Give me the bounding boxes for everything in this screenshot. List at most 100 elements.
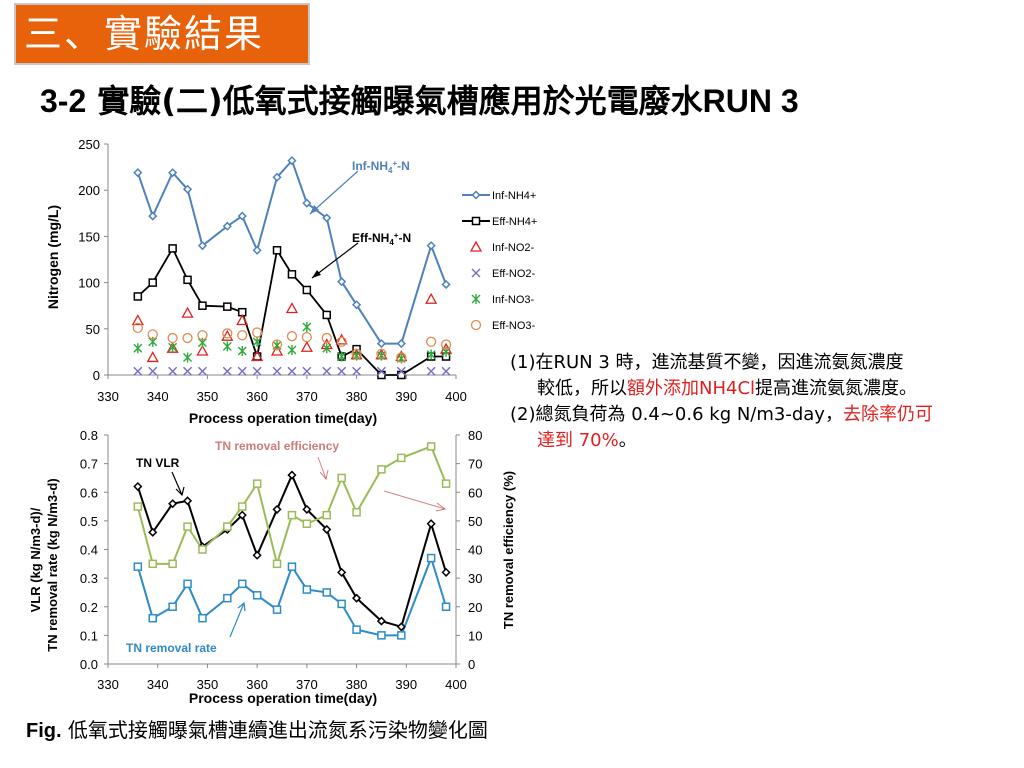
chart2-y-tick-label-right: 0	[468, 657, 475, 672]
point-tn-removal-rate	[287, 562, 297, 571]
point-inf-nh4	[322, 213, 332, 223]
legend-label-inf-no3: Inf-NO3-	[492, 294, 535, 306]
point-eff-no2	[426, 366, 436, 376]
point-eff-no2	[237, 366, 247, 376]
note-1-line-2a: 較低，所以	[537, 378, 627, 399]
point-eff-no2	[197, 366, 207, 376]
title-suffix: RUN 3	[702, 83, 799, 119]
point-tn-removal-efficiency	[133, 502, 143, 511]
point-tn-vlr	[287, 470, 297, 480]
chart2-y-axis-label-right: TN removal efficiency (%)	[501, 471, 516, 629]
chart2-y-axis-label-left-1: VLR (kg N/m3-d)/	[28, 507, 43, 612]
title-prefix: 3-2	[40, 83, 87, 119]
point-eff-nh4	[183, 275, 192, 285]
eff-nh4-arrow-line	[311, 242, 359, 279]
point-tn-vlr	[237, 510, 247, 520]
point-tn-removal-rate	[337, 599, 346, 609]
chart1-y-axis-label: Nitrogen (mg/L)	[45, 205, 61, 309]
note-1-line-2b: 提高進流氨氮濃度。	[755, 378, 918, 399]
chart1-y-tick-label: 250	[78, 137, 100, 152]
point-eff-no2	[376, 366, 386, 376]
point-tn-removal-rate	[441, 602, 451, 611]
point-eff-no3	[167, 332, 178, 344]
point-tn-removal-efficiency	[377, 465, 386, 474]
legend-marker-eff-no3	[470, 319, 482, 331]
chart1-x-tick-label: 370	[296, 389, 318, 404]
point-inf-nh4	[168, 168, 178, 178]
point-eff-no3	[286, 331, 298, 342]
chart1-x-tick-label: 380	[346, 389, 368, 404]
point-eff-no2	[183, 366, 193, 376]
point-eff-nh4	[322, 310, 331, 320]
point-tn-removal-rate	[352, 625, 361, 634]
point-inf-no2	[236, 314, 249, 326]
tn-removal-chart: 0.0 0.1 0.2 0.3 0.4 0.5 0.6 0.7 0.8 0 10 20 30 40 50 60…	[28, 428, 516, 706]
point-inf-no2	[131, 314, 144, 326]
title-main: 實驗(二)低氧式接觸曝氣槽應用於光電廢水	[97, 82, 703, 120]
tn-vlr-arrow-line	[171, 471, 183, 496]
point-tn-removal-efficiency	[223, 522, 232, 531]
chart2-x-tick-label: 340	[147, 677, 169, 692]
chart1-x-tick-label: 350	[197, 389, 219, 404]
chart1-y-tick-label: 150	[78, 229, 100, 244]
point-eff-no2	[322, 366, 332, 376]
tn-efficiency-arrow-line-1	[317, 456, 327, 480]
chart2-y-tick-label-left: 0.5	[80, 514, 98, 529]
point-tn-removal-efficiency	[337, 473, 346, 483]
point-eff-no3	[376, 348, 387, 359]
series-line-tn-removal-efficiency	[136, 445, 447, 568]
point-inf-no2	[300, 340, 313, 352]
point-tn-removal-efficiency	[252, 479, 262, 488]
chart2-y-tick-label-left: 0.2	[80, 600, 98, 615]
point-inf-no3	[287, 345, 297, 356]
note-2: (2)總氮負荷為 0.4~0.6 kg N/m3-day，去除率仍可	[510, 402, 1015, 428]
point-tn-removal-efficiency	[397, 453, 406, 463]
chart2-y-axis-label-left-2: TN removal rate (kg N/m3-d)	[45, 478, 60, 651]
section-label: 三、實驗結果	[14, 3, 310, 65]
note-1-line-1: (1)在RUN 3 時，進流基質不變，因進流氨氮濃度	[510, 352, 904, 373]
tn-vlr-annotation: TN VLR	[136, 456, 180, 470]
point-inf-nh4	[302, 198, 312, 208]
point-tn-vlr	[133, 481, 143, 492]
point-tn-removal-rate	[133, 562, 143, 571]
point-inf-no3	[252, 336, 262, 347]
note-2-cont: 達到 70%。	[510, 428, 1015, 454]
chart2-y-tick-label-right: 20	[468, 600, 482, 615]
note-1-highlight: 額外添加NH4Cl	[627, 378, 756, 399]
point-tn-vlr	[376, 616, 386, 626]
chart1-y-tick-label: 100	[78, 276, 100, 291]
point-tn-removal-rate	[272, 605, 282, 614]
tn-efficiency-arrow-line-2	[383, 490, 446, 510]
point-eff-no3	[425, 336, 437, 347]
point-tn-vlr	[168, 499, 178, 509]
point-tn-removal-rate	[183, 579, 192, 589]
point-eff-no2	[272, 366, 282, 376]
caption-bold: Fig.	[26, 720, 62, 742]
notes-panel: (1)在RUN 3 時，進流基質不變，因進流氨氮濃度 較低，所以額外添加NH4C…	[510, 350, 1015, 454]
chart1-y-tick-label: 0	[93, 368, 100, 383]
point-inf-no3	[133, 343, 143, 354]
point-tn-removal-rate	[198, 613, 207, 623]
legend-label-eff-no2: Eff-NO2-	[492, 268, 536, 280]
point-tn-removal-rate	[168, 602, 177, 611]
point-eff-nh4	[287, 270, 297, 279]
point-inf-nh4	[237, 211, 247, 221]
legend-marker-eff-nh4	[471, 216, 481, 226]
point-tn-removal-rate	[322, 588, 331, 597]
point-eff-no3	[237, 330, 248, 341]
point-inf-no2	[146, 351, 159, 363]
point-inf-no3	[237, 345, 247, 356]
point-inf-no3	[183, 352, 193, 363]
point-inf-no2	[181, 306, 194, 318]
point-inf-no2	[425, 292, 438, 304]
point-eff-nh4	[133, 292, 143, 301]
point-tn-vlr	[337, 567, 347, 577]
point-eff-nh4	[302, 285, 312, 295]
point-eff-no3	[301, 331, 313, 343]
point-eff-no2	[337, 366, 347, 376]
point-eff-nh4	[397, 370, 406, 380]
chart2-y-tick-label-left: 0.4	[80, 543, 98, 558]
chart1-x-tick-label: 400	[445, 389, 467, 404]
point-tn-removal-rate	[377, 631, 386, 640]
legend-label-inf-no2: Inf-NO2-	[492, 242, 535, 254]
